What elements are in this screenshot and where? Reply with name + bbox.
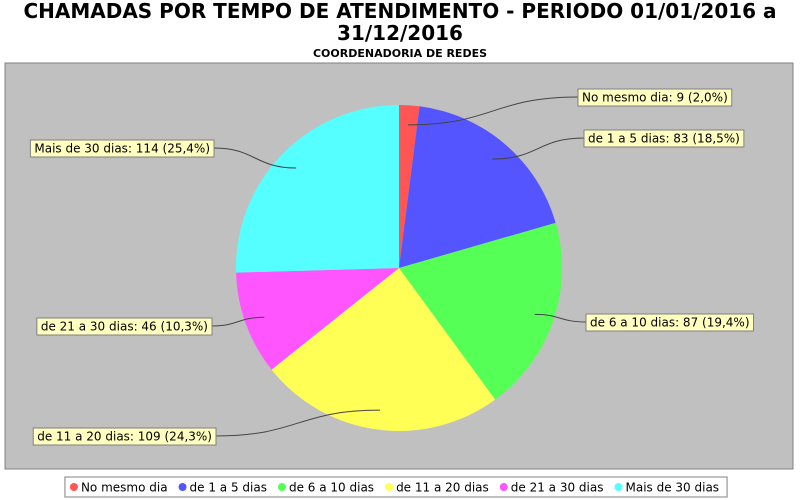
label-link [534, 313, 587, 323]
label-link [211, 316, 265, 327]
data-label-box: de 21 a 30 dias: 46 (10,3%) [36, 317, 213, 336]
data-label: No mesmo dia: 9 (2,0%) [582, 91, 728, 105]
data-label: de 1 a 5 dias: 83 (18,5%) [588, 132, 740, 146]
label-background [29, 139, 215, 158]
label-background [585, 313, 754, 332]
label-background [583, 129, 745, 148]
legend-label: No mesmo dia [81, 481, 168, 495]
legend-box [64, 476, 728, 498]
legend-marker [277, 483, 286, 491]
label-background [36, 317, 213, 336]
legend-marker [499, 483, 508, 491]
data-label-box: de 1 a 5 dias: 83 (18,5%) [583, 129, 745, 148]
label-background [577, 88, 733, 107]
data-label: de 11 a 20 dias: 109 (24,3%) [37, 430, 212, 444]
legend-label: de 11 a 20 dias [396, 481, 489, 495]
legend-marker [614, 483, 623, 491]
label-link [213, 147, 297, 169]
data-label-box: Mais de 30 dias: 114 (25,4%) [29, 139, 215, 158]
pie-slice [399, 105, 420, 268]
chart-title: CHAMADAS POR TEMPO DE ATENDIMENTO - PERI… [23, 0, 777, 45]
label-link [492, 137, 585, 160]
pie-slice [236, 268, 399, 370]
legend-marker [385, 483, 394, 491]
label-link [215, 409, 380, 437]
data-label: de 6 a 10 dias: 87 (19,4%) [590, 316, 750, 330]
pie-slice [236, 105, 399, 273]
legend-marker [69, 483, 78, 491]
pie-slice [271, 268, 496, 431]
data-label: Mais de 30 dias: 114 (25,4%) [34, 142, 210, 156]
legend: No mesmo dia de 1 a 5 dias de 6 a 10 dias d… [64, 476, 728, 498]
pie-slice [399, 222, 562, 400]
label-link [408, 96, 579, 126]
pie-slice [399, 106, 556, 269]
label-background [32, 427, 217, 446]
legend-label: de 6 a 10 dias [289, 481, 374, 495]
legend-label: Mais de 30 dias [626, 481, 720, 495]
legend-label: de 1 a 5 dias [190, 481, 267, 495]
data-label-box: No mesmo dia: 9 (2,0%) [577, 88, 733, 107]
data-label-box: de 11 a 20 dias: 109 (24,3%) [32, 427, 217, 446]
data-label: de 21 a 30 dias: 46 (10,3%) [41, 320, 208, 334]
chart-subtitle: COORDENADORIA DE REDES [312, 47, 488, 60]
legend-label: de 21 a 30 dias [511, 481, 604, 495]
data-label-box: de 6 a 10 dias: 87 (19,4%) [585, 313, 754, 332]
legend-marker [178, 483, 187, 491]
